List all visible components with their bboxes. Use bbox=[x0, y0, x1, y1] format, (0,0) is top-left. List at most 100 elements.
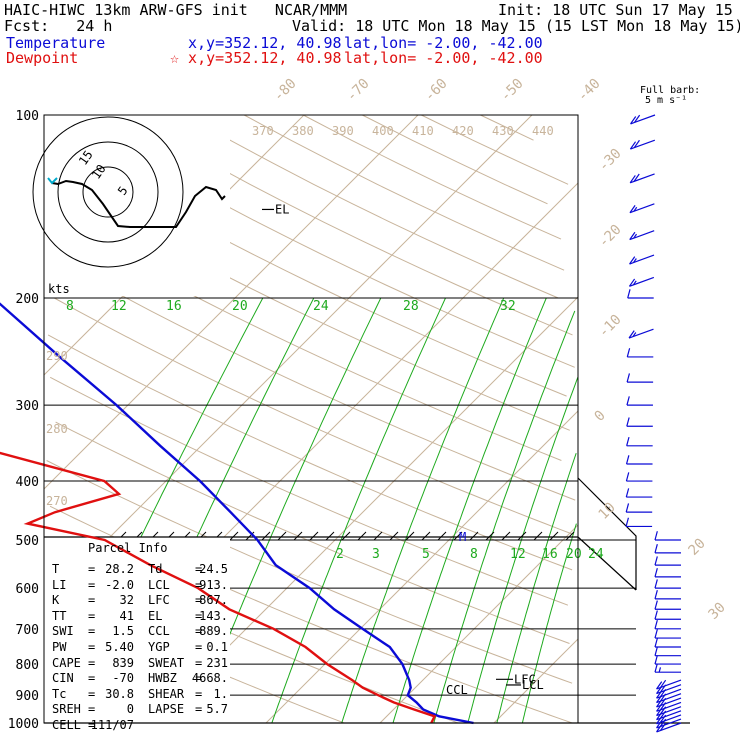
wind-barb bbox=[628, 276, 655, 287]
parcel-info-l: CIN bbox=[52, 671, 74, 686]
parcel-info-eq: = bbox=[195, 640, 203, 654]
parcel-info-l: Tc bbox=[52, 686, 67, 701]
el-level-label: EL bbox=[275, 202, 289, 216]
legend-temperature-latlon: lat,lon= -2.00, -42.00 bbox=[344, 34, 543, 52]
parcel-info-title: Parcel Info bbox=[88, 541, 168, 555]
dry-adiabat-line bbox=[46, 460, 573, 684]
theta-label: 280 bbox=[46, 422, 68, 436]
theta-e-label: 380 bbox=[292, 124, 314, 138]
header-forecast-hour: Fcst: 24 h bbox=[4, 17, 113, 35]
isotherm-label: -40 bbox=[575, 76, 604, 105]
isobar-hatch bbox=[405, 531, 415, 541]
isotherm-line bbox=[43, 114, 419, 490]
parcel-info-lv: 28.2 bbox=[105, 562, 134, 576]
parcel-info-eq: = bbox=[88, 608, 96, 623]
wind-barb bbox=[626, 436, 653, 447]
wind-barb bbox=[654, 556, 681, 566]
isobar-hatch bbox=[309, 531, 319, 541]
wind-barb bbox=[656, 710, 682, 721]
dewpoint-line bbox=[0, 451, 437, 724]
parcel-info-l: CELL bbox=[52, 718, 81, 732]
pressure-tick-label: 100 bbox=[16, 109, 39, 124]
dry-adiabat-line bbox=[184, 114, 559, 299]
parcel-info-eq: = bbox=[88, 593, 96, 608]
pressure-tick-label: 800 bbox=[16, 658, 39, 673]
parcel-info-lv: 0 bbox=[126, 702, 134, 717]
wind-barb bbox=[629, 230, 655, 241]
wind-barb bbox=[654, 568, 681, 578]
mixing-ratio-line bbox=[271, 297, 446, 724]
parcel-info-eq: = bbox=[88, 624, 96, 639]
isobar-hatch bbox=[341, 531, 351, 541]
isotherm-label: 30 bbox=[706, 600, 729, 623]
isotherm-line bbox=[379, 524, 579, 724]
parcel-info-lv: -70 bbox=[112, 671, 134, 686]
isobar-hatch bbox=[373, 531, 383, 541]
parcel-info-rv: 4668. bbox=[191, 671, 228, 686]
parcel-info-lv: -2.0 bbox=[105, 577, 134, 592]
hodograph-low-trace bbox=[47, 177, 58, 185]
isobar-hatch bbox=[437, 531, 447, 541]
parcel-info-lv: 5.40 bbox=[105, 640, 134, 654]
wind-barb bbox=[654, 638, 681, 648]
hodograph: 5 10 15 kts bbox=[32, 115, 230, 296]
wind-barb bbox=[627, 289, 654, 299]
parcel-info-eq: = bbox=[88, 640, 96, 654]
mixing-ratio-line bbox=[341, 297, 505, 724]
legend-temperature-xy: x,y=352.12, 40.98 bbox=[188, 34, 342, 52]
dry-adiabat-line bbox=[302, 114, 562, 240]
isobar-hatch bbox=[389, 531, 399, 541]
wind-barb bbox=[628, 328, 654, 339]
dry-adiabat-line bbox=[54, 297, 574, 536]
isobar-hatch bbox=[261, 531, 271, 541]
wind-barb bbox=[625, 472, 653, 482]
parcel-info-l: TT bbox=[52, 608, 67, 623]
isobar-hatch bbox=[293, 531, 303, 541]
parcel-info-eq: = bbox=[88, 655, 96, 670]
isotherm-label: 20 bbox=[686, 536, 709, 559]
parcel-info-l: T bbox=[52, 562, 60, 576]
isotherm-label: -20 bbox=[596, 222, 625, 251]
header-title: HAIC-HIWC 13km ARW-GFS init NCAR/MMM bbox=[4, 1, 348, 19]
wind-barb bbox=[625, 488, 653, 498]
wind-barb bbox=[654, 579, 681, 589]
parcel-info-eq: = bbox=[195, 577, 203, 592]
parcel-info-rv: 0.1 bbox=[206, 640, 228, 654]
wind-barb bbox=[656, 679, 682, 690]
wind-barb bbox=[626, 396, 653, 406]
parcel-info-l: K bbox=[52, 593, 60, 608]
isotherm-line bbox=[43, 114, 533, 604]
mixing-ratio-label: 24 bbox=[313, 299, 329, 314]
dry-adiabat-line bbox=[55, 421, 570, 644]
mixing-ratio-label: 28 bbox=[403, 299, 419, 314]
parcel-info-rv: 231 bbox=[206, 655, 228, 670]
header-init: Init: 18 UTC Sun 17 May 15 bbox=[498, 1, 733, 19]
parcel-info-l: SREH bbox=[52, 702, 81, 717]
lcl-level-label: LCL bbox=[522, 678, 544, 692]
barb-key-line2: 5 m s⁻¹ bbox=[645, 95, 688, 106]
parcel-info-eq: = bbox=[195, 562, 203, 576]
parcel-info-l: LI bbox=[52, 577, 67, 592]
parcel-info-lv: 1.5 bbox=[112, 624, 134, 639]
isobar-hatch bbox=[501, 531, 511, 541]
mixing-ratio-label: 12 bbox=[111, 299, 127, 314]
isotherm-label: -50 bbox=[498, 76, 527, 105]
isotherm-label: -30 bbox=[596, 146, 625, 175]
parcel-info-l: PW bbox=[52, 640, 67, 654]
melting-level-label: M bbox=[459, 530, 466, 544]
pressure-tick-label: 500 bbox=[16, 534, 39, 549]
pressure-tick-label: 900 bbox=[16, 689, 39, 704]
parcel-info-rv: 889. bbox=[199, 624, 228, 639]
plot-frame bbox=[43, 114, 579, 724]
parcel-info-panel bbox=[44, 477, 690, 724]
mixing-ratio-label: 8 bbox=[470, 547, 478, 562]
parcel-info-r: YGP bbox=[148, 640, 170, 654]
parcel-info-lv: 32 bbox=[119, 593, 134, 608]
parcel-info-r: EL bbox=[148, 608, 163, 623]
wind-barb bbox=[654, 531, 681, 541]
parcel-info-rv: 24.5 bbox=[199, 562, 228, 576]
theta-label: 270 bbox=[46, 494, 68, 508]
isotherm-line bbox=[493, 638, 579, 724]
dry-adiabat-line bbox=[362, 114, 548, 205]
wind-barb bbox=[630, 114, 656, 125]
